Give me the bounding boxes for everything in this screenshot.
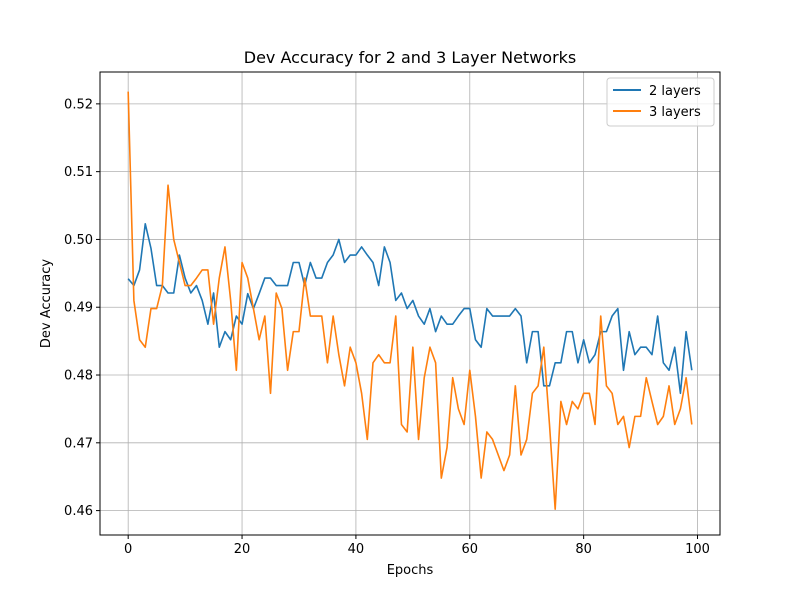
y-tick-label: 0.48 bbox=[64, 369, 93, 384]
y-tick-label: 0.49 bbox=[64, 301, 93, 316]
y-tick-label: 0.52 bbox=[64, 97, 93, 112]
y-axis-label: Dev Accuracy bbox=[39, 259, 54, 348]
grid-lines bbox=[100, 72, 720, 535]
plot-frame bbox=[99, 71, 721, 536]
series-line-three-layers bbox=[127, 91, 693, 511]
x-tick-label: 60 bbox=[462, 542, 479, 557]
series-line-two-layers bbox=[127, 223, 693, 395]
series-lines bbox=[127, 91, 693, 511]
y-tick-label: 0.51 bbox=[64, 165, 93, 180]
x-tick-label: 100 bbox=[685, 542, 710, 557]
legend-label: 2 layers bbox=[649, 84, 701, 99]
x-tick-label: 20 bbox=[234, 542, 251, 557]
y-tick-label: 0.50 bbox=[64, 233, 93, 248]
x-tick-label: 0 bbox=[124, 542, 132, 557]
x-tick-label: 40 bbox=[348, 542, 365, 557]
y-tick-label: 0.46 bbox=[64, 504, 93, 519]
axis-ticks: 0 20 40 60 80 100 0.46 0.47 0.48 0.49 0.50 0.51 0.52 bbox=[64, 97, 710, 557]
x-tick-label: 80 bbox=[575, 542, 592, 557]
chart-title: Dev Accuracy for 2 and 3 Layer Networks bbox=[244, 48, 577, 67]
y-tick-label: 0.47 bbox=[64, 436, 93, 451]
x-axis-label: Epochs bbox=[387, 563, 434, 578]
legend: 2 layers 3 layers bbox=[606, 77, 715, 127]
legend-label: 3 layers bbox=[649, 105, 701, 120]
